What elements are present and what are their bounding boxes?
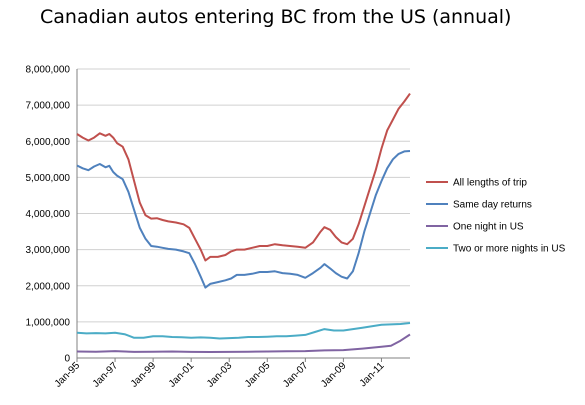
x-tick-label: Jan-05 <box>243 360 273 390</box>
legend-label: All lengths of trip <box>453 178 527 189</box>
series-line <box>76 322 411 340</box>
x-tick-label: Jan-97 <box>91 360 121 390</box>
y-tick-label: 2,000,000 <box>26 281 71 292</box>
legend-label: Two or more nights in US <box>453 244 566 255</box>
gridlines <box>77 68 410 323</box>
x-tick-label: Jan-03 <box>205 360 235 390</box>
y-tick-label: 4,000,000 <box>26 209 71 220</box>
y-tick-label: 7,000,000 <box>26 101 71 112</box>
axes: 0 1,000,000 2,000,000 3,000,000 4,000,000 5,0… <box>26 65 410 390</box>
x-tick-label: Jan-01 <box>167 360 197 390</box>
series-line <box>76 333 411 353</box>
y-tick-label: 5,000,000 <box>26 173 71 184</box>
series-lines <box>76 93 411 353</box>
y-tick-label: 8,000,000 <box>26 65 71 76</box>
legend-label: Same day returns <box>453 200 532 211</box>
y-tick-label: 6,000,000 <box>26 137 71 148</box>
series-line <box>76 150 411 289</box>
y-tick-label: 1,000,000 <box>26 317 71 328</box>
x-tick-label: Jan-09 <box>319 360 349 390</box>
y-tick-label: 3,000,000 <box>26 245 71 256</box>
legend-label: One night in US <box>453 222 524 233</box>
legend: All lengths of trip Same day returns One n… <box>426 178 566 255</box>
x-tick-label: Jan-11 <box>358 360 387 389</box>
series-line <box>76 93 411 262</box>
y-tick-label: 0 <box>64 354 70 365</box>
x-tick-label: Jan-07 <box>281 360 311 390</box>
x-tick-label: Jan-99 <box>129 360 159 390</box>
chart-title: Canadian autos entering BC from the US (… <box>40 6 512 28</box>
